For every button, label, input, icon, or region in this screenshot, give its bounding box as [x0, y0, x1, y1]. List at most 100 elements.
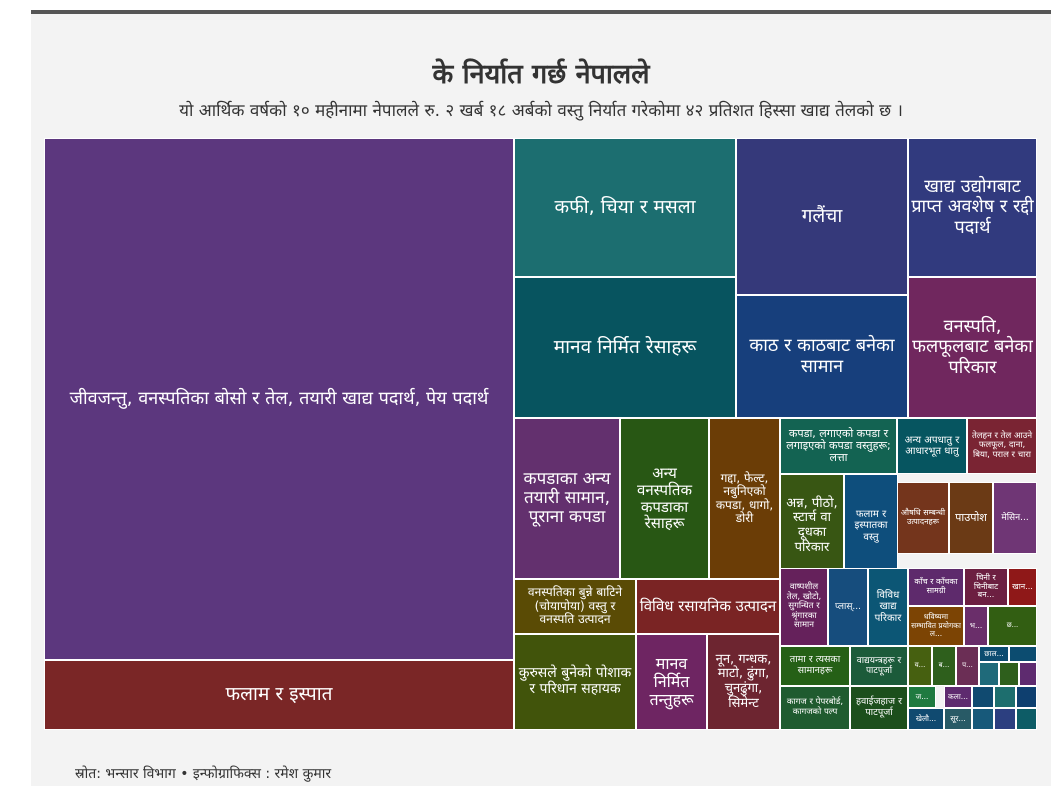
treemap-tile-label: नून, गन्धक, माटो, ढुंगा, चुनढुंगा, सिमेन…: [715, 651, 772, 711]
treemap-tile-label: फलाम र इस्पात: [225, 683, 333, 706]
treemap-tile: ब...: [932, 646, 956, 686]
treemap-tile-label: गलैंचा: [801, 204, 843, 227]
treemap-tile-label: मेसिन...: [1001, 512, 1029, 523]
treemap-tile: गलैंचा: [736, 138, 908, 295]
treemap-tile: तामा र त्यसका सामानहरू: [780, 646, 850, 686]
treemap-sliver: [994, 686, 1016, 708]
treemap-tile: वनस्पतिका बुन्ने बाटिने (चोयापोया) वस्तु…: [514, 579, 636, 634]
treemap-tile-label: जीवजन्तु, वनस्पतिका बोसो र तेल, तयारी खा…: [69, 387, 489, 409]
treemap-tile: अन्य अपधातु र आधारभूत धातु: [897, 418, 967, 474]
treemap-sliver: [979, 662, 999, 686]
treemap-tile-label: खाद्य उद्योगबाट प्राप्त अवशेष र रद्दी पद…: [911, 176, 1034, 238]
treemap-tile-label: भ...: [969, 620, 983, 630]
treemap-sliver: [999, 662, 1019, 686]
treemap-tile: फलाम र इस्पात: [44, 660, 514, 730]
treemap-tile-label: फलाम र इस्पातका वस्तु: [854, 509, 888, 543]
treemap-tile: प...: [956, 646, 979, 686]
treemap-tile-label: विविध खाद्य परिकार: [874, 590, 902, 624]
treemap-tile-label: छाल...: [984, 648, 1004, 658]
treemap-tile: वनस्पति, फलफूलबाट बनेका परिकार: [908, 277, 1037, 418]
treemap-tile: मेसिन...: [993, 482, 1037, 554]
treemap-tile: छ...: [988, 606, 1037, 646]
treemap-sliver: [1019, 662, 1037, 686]
treemap-tile: कफी, चिया र मसला: [514, 138, 736, 277]
treemap-tile-label: औषधि सम्बन्धी उत्पादनहरू: [900, 508, 946, 526]
treemap-tile-label: कला...: [948, 691, 968, 701]
treemap-tile-label: मानव निर्मित रेसाहरू: [553, 335, 697, 358]
treemap-tile-label: काँच र काँचका सामग्री: [914, 577, 958, 595]
treemap-tile-label: ब...: [938, 661, 950, 670]
treemap-tile: अन्न, पीठो, स्टार्च वा दूधका परिकार: [780, 474, 844, 578]
treemap-tile-label: य...: [914, 661, 926, 670]
treemap-tile: नून, गन्धक, माटो, ढुंगा, चुनढुंगा, सिमेन…: [707, 634, 780, 730]
treemap-tile: गद्दा, फेल्ट, नबुनिएको कपडा, धागो, डोरी: [709, 418, 780, 579]
treemap-tile: विविध रसायनिक उत्पादन: [636, 579, 780, 634]
treemap-tile: वाद्ययन्त्रहरू र पाटपूर्जा: [850, 646, 908, 686]
treemap-tile: काँच र काँचका सामग्री: [908, 568, 964, 606]
treemap-tile-label: चिनी र चिनीबाट बन...: [973, 572, 999, 600]
treemap-tile-label: अन्य वनस्पतिक कपडाका रेसाहरू: [637, 463, 692, 533]
treemap-tile: खेलौ...: [908, 708, 944, 730]
treemap-tile: धविष्यमा सम्भावित प्रयोगका ल...: [908, 606, 964, 646]
chart-source: स्रोत: भन्सार विभाग • इन्फोग्राफिक्स : र…: [75, 766, 332, 782]
treemap-tile-label: कुरुसले बुनेको पोशाक र परिधान सहायक: [518, 665, 632, 697]
treemap-tile-label: छ...: [1006, 621, 1019, 630]
treemap-tile-label: सूर...: [950, 713, 966, 723]
treemap-tile: हवाईजहाज र पाटपूर्जा: [850, 686, 908, 730]
treemap-tile: औषधि सम्बन्धी उत्पादनहरू: [897, 482, 949, 554]
treemap-tile-label: पाउपोश: [955, 510, 987, 524]
treemap-tile-label: तेलहन र तेल आउने फलफूल, दाना, बिया, पराल…: [971, 430, 1033, 460]
treemap-tile: कागज र पेपरबोर्ड, कागजको पल्प: [780, 686, 850, 730]
treemap-tile: तेलहन र तेल आउने फलफूल, दाना, बिया, पराल…: [967, 418, 1037, 474]
treemap-tile: प्लास्...: [828, 568, 868, 646]
treemap-tile: ज...: [908, 686, 936, 708]
treemap-tile-label: ज...: [915, 691, 929, 701]
treemap-tile: खान...: [1008, 568, 1037, 606]
treemap-tile-label: खेलौ...: [915, 713, 937, 723]
treemap-tile-label: अन्न, पीठो, स्टार्च वा दूधका परिकार: [786, 495, 838, 555]
treemap-tile-label: प...: [962, 661, 973, 670]
treemap-tile: वाष्पशील तेल, खोटो, सुगन्धित र श्रृंगारक…: [780, 568, 828, 646]
treemap-tile: कपडा, लगाएको कपडा र लगाइएको कपडा वस्तुहर…: [780, 418, 897, 474]
treemap-tile: चिनी र चिनीबाट बन...: [964, 568, 1008, 606]
treemap-sliver: [972, 708, 994, 730]
treemap-tile-label: धविष्यमा सम्भावित प्रयोगका ल...: [911, 612, 961, 639]
treemap-tile-label: कपडा, लगाएको कपडा र लगाइएको कपडा वस्तुहर…: [786, 426, 891, 465]
treemap-tile-label: प्लास्...: [834, 601, 862, 612]
treemap-tile: विविध खाद्य परिकार: [868, 568, 908, 646]
treemap-tile-label: हवाईजहाज र पाटपूर्जा: [856, 696, 902, 718]
treemap-tile: भ...: [964, 606, 988, 646]
treemap-tile: अन्य वनस्पतिक कपडाका रेसाहरू: [620, 418, 709, 579]
chart-title: के निर्यात गर्छ नेपालले: [432, 59, 650, 90]
treemap-tile-label: मानव निर्मित तन्तुहरू: [649, 654, 694, 709]
treemap-tile-label: अन्य अपधातु र आधारभूत धातु: [904, 434, 960, 457]
treemap-tile: य...: [908, 646, 932, 686]
treemap: जीवजन्तु, वनस्पतिका बोसो र तेल, तयारी खा…: [44, 138, 1037, 730]
treemap-tile: मानव निर्मित तन्तुहरू: [636, 634, 707, 730]
treemap-sliver: [1016, 686, 1037, 708]
treemap-tile: छाल...: [979, 646, 1009, 662]
treemap-sliver: [1016, 708, 1037, 730]
chart-subtitle: यो आर्थिक वर्षको १० महीनामा नेपालले रु. …: [179, 101, 903, 121]
treemap-sliver: [972, 686, 994, 708]
treemap-tile-label: विविध रसायनिक उत्पादन: [639, 597, 777, 616]
treemap-tile: खाद्य उद्योगबाट प्राप्त अवशेष र रद्दी पद…: [908, 138, 1037, 277]
treemap-tile: सूर...: [944, 708, 972, 730]
treemap-tile: काठ र काठबाट बनेका सामान: [736, 295, 908, 418]
treemap-tile-label: वनस्पतिका बुन्ने बाटिने (चोयापोया) वस्तु…: [527, 585, 623, 627]
treemap-tile-label: कफी, चिया र मसला: [554, 195, 696, 218]
treemap-tile-label: तामा र त्यसका सामानहरू: [789, 654, 841, 676]
treemap-tile: पाउपोश: [949, 482, 993, 554]
treemap-tile-label: गद्दा, फेल्ट, नबुनिएको कपडा, धागो, डोरी: [715, 470, 774, 525]
treemap-tile: फलाम र इस्पातका वस्तु: [844, 474, 898, 578]
treemap-tile-label: खान...: [1012, 581, 1033, 591]
treemap-tile-label: कागज र पेपरबोर्ड, कागजको पल्प: [786, 697, 844, 717]
treemap-sliver: [1009, 646, 1037, 662]
treemap-tile-label: वाद्ययन्त्रहरू र पाटपूर्जा: [856, 655, 902, 676]
treemap-tile: कपडाका अन्य तयारी सामान, पूराना कपडा: [514, 418, 620, 579]
treemap-tile-label: वाष्पशील तेल, खोटो, सुगन्धित र श्रृंगारक…: [786, 582, 822, 631]
treemap-tile-label: वनस्पति, फलफूलबाट बनेका परिकार: [912, 316, 1033, 378]
treemap-tile-label: काठ र काठबाट बनेका सामान: [749, 335, 895, 377]
treemap-tile: कला...: [944, 686, 972, 708]
treemap-tile-label: कपडाका अन्य तयारी सामान, पूराना कपडा: [523, 468, 611, 528]
